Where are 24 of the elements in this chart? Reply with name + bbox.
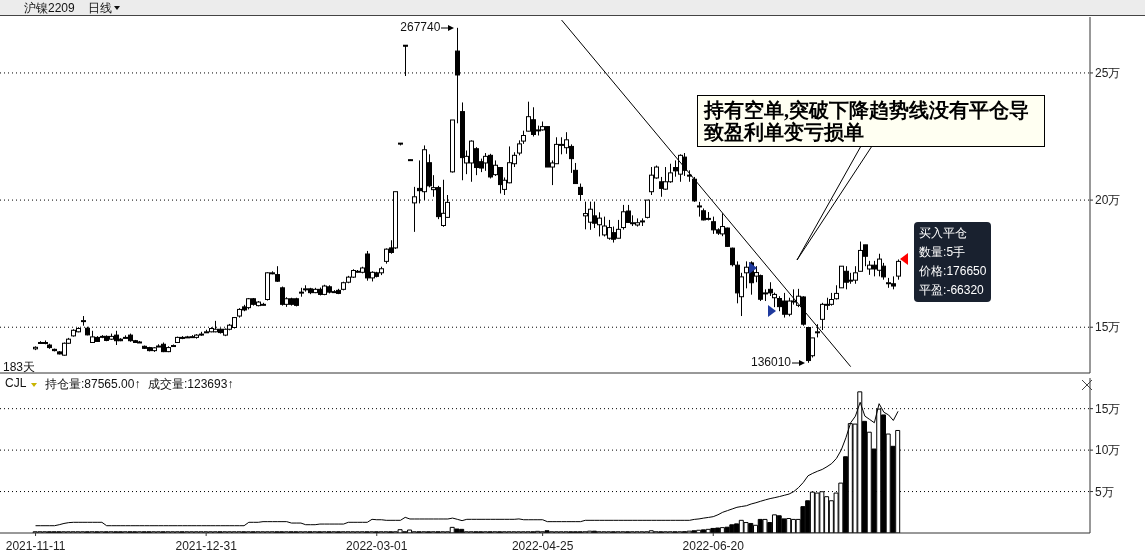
y-tick-label: 10万: [1095, 443, 1121, 458]
y-tick-label: 20万: [1095, 193, 1121, 208]
x-tick-label: 2021-11-11: [5, 539, 66, 550]
x-tick-label: 2022-06-20: [682, 539, 745, 550]
y-tick-label: 25万: [1095, 66, 1121, 81]
y-tick-label: 15万: [1095, 320, 1121, 335]
annotation: 平盈:-66320: [919, 282, 985, 300]
annotation: 买入平仓: [919, 225, 969, 243]
x-tick-label: 2021-12-31: [175, 539, 238, 550]
annotation: 183天: [3, 359, 36, 376]
text: CJL: [5, 376, 27, 390]
annotation: 267740: [400, 19, 441, 34]
y-tick-label: 15万: [1095, 401, 1121, 416]
annotation: 数量:5手: [919, 244, 967, 262]
chart-title: 沪镍2209: [24, 0, 75, 17]
annotation: 持仓量:87565.00↑: [45, 376, 141, 393]
annotation: 成交量:123693↑: [148, 376, 234, 393]
annotation: 136010: [750, 354, 792, 369]
chart-subtitle: 日线: [88, 0, 112, 17]
annotation: 价格:176650: [919, 263, 987, 281]
y-tick-label: 5万: [1095, 484, 1114, 499]
annotation: 持有空单,突破下降趋势线没有平仓导致盈利单变亏损单: [697, 95, 1045, 147]
x-tick-label: 2022-03-01: [346, 539, 408, 550]
x-tick-label: 2022-04-25: [511, 539, 574, 550]
